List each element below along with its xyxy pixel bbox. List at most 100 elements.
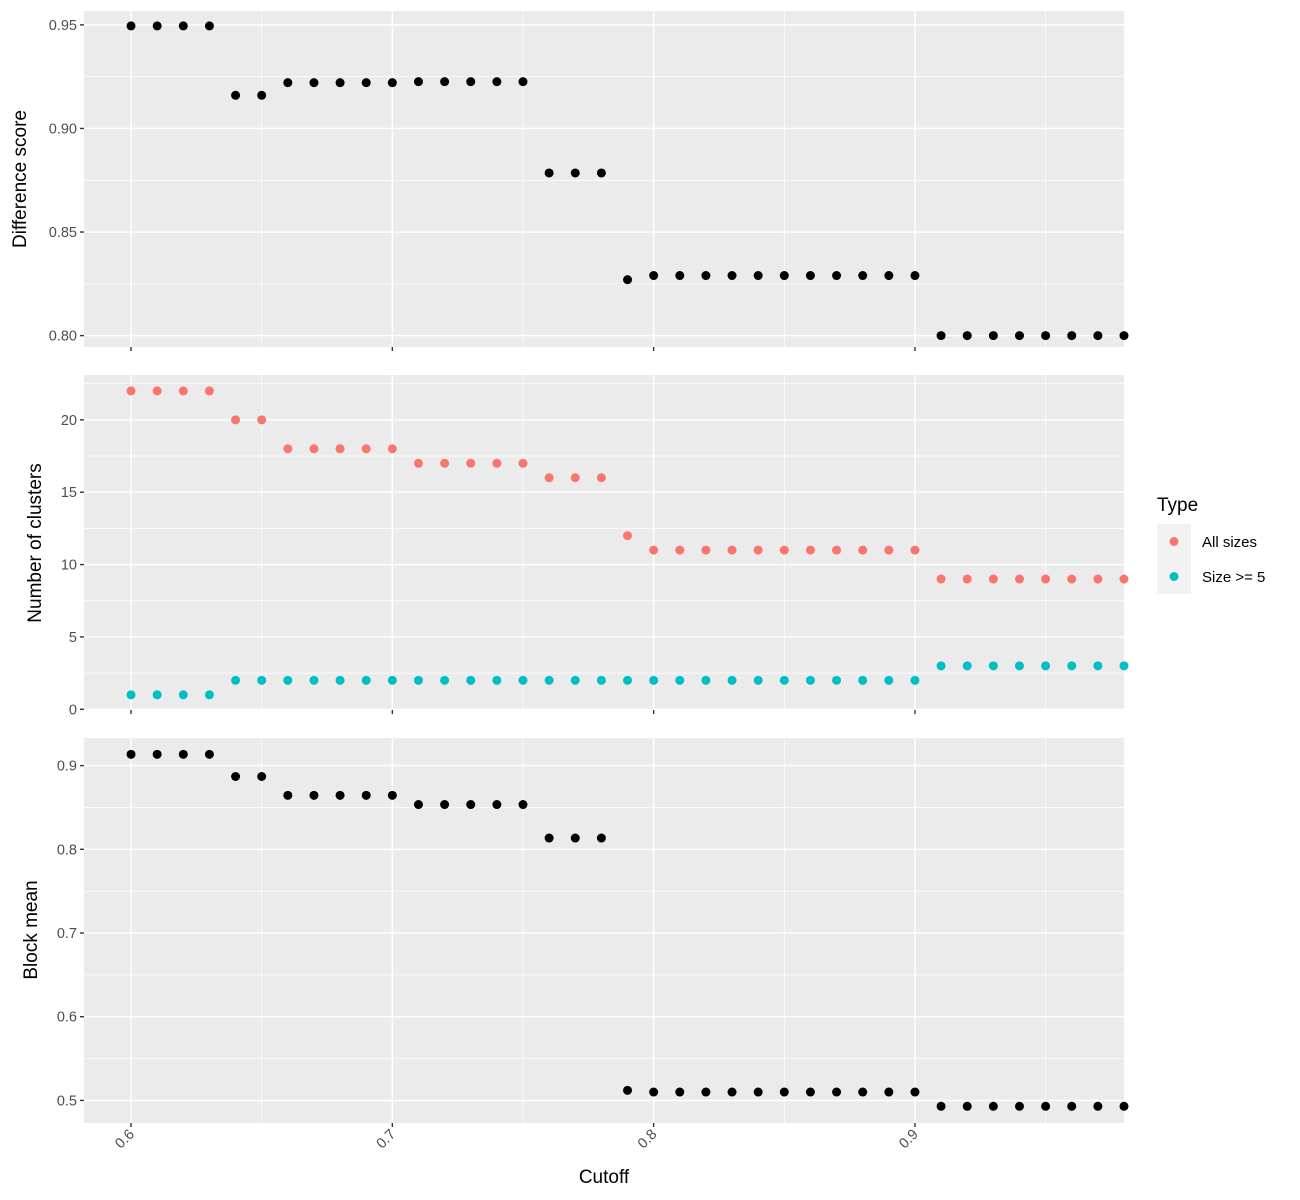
- y-axis-ticks: 0.80 0.85 0.90 0.95: [49, 18, 84, 345]
- data-point: [570, 473, 580, 483]
- data-point: [623, 275, 633, 285]
- data-point: [675, 545, 685, 555]
- data-point: [257, 415, 267, 425]
- data-point: [335, 78, 345, 88]
- data-point: [204, 386, 214, 396]
- data-point: [936, 331, 946, 341]
- y-axis-title: Block mean: [21, 880, 42, 979]
- data-point: [361, 444, 371, 454]
- data-point: [361, 790, 371, 800]
- data-point: [910, 271, 920, 281]
- data-point: [832, 545, 842, 555]
- data-point: [1119, 1101, 1129, 1111]
- data-point: [884, 271, 894, 281]
- data-point: [1014, 661, 1024, 671]
- data-point: [413, 675, 423, 685]
- legend-title: Type: [1157, 495, 1198, 516]
- data-point: [884, 675, 894, 685]
- data-point: [675, 1087, 685, 1097]
- data-point: [1014, 574, 1024, 584]
- data-point: [335, 675, 345, 685]
- data-point: [884, 1087, 894, 1097]
- data-point: [387, 78, 397, 88]
- data-point: [309, 675, 319, 685]
- data-point: [1041, 661, 1051, 671]
- data-point: [466, 800, 476, 810]
- data-point: [988, 574, 998, 584]
- data-point: [152, 21, 162, 31]
- data-point: [492, 675, 502, 685]
- data-point: [936, 661, 946, 671]
- data-point: [779, 271, 789, 281]
- data-point: [1119, 661, 1129, 671]
- data-point: [518, 800, 528, 810]
- data-point: [413, 77, 423, 87]
- data-point: [805, 1087, 815, 1097]
- data-point: [466, 458, 476, 468]
- data-point: [832, 271, 842, 281]
- data-point: [413, 800, 423, 810]
- y-tick-label: 5: [69, 630, 77, 646]
- data-point: [231, 90, 241, 100]
- data-point: [283, 790, 293, 800]
- y-axis-title: Number of clusters: [25, 463, 46, 622]
- data-point: [962, 331, 972, 341]
- data-point: [910, 675, 920, 685]
- data-point: [596, 675, 606, 685]
- y-tick-label: 0.95: [49, 18, 77, 34]
- y-tick-label: 0: [69, 702, 77, 718]
- data-point: [1014, 1101, 1024, 1111]
- data-point: [1041, 1101, 1051, 1111]
- data-point: [1014, 331, 1024, 341]
- data-point: [962, 1101, 972, 1111]
- data-point: [988, 1101, 998, 1111]
- legend: Type All sizes Size >= 5: [1157, 495, 1265, 594]
- data-point: [649, 1087, 659, 1097]
- y-tick-label: 10: [61, 558, 77, 574]
- data-point: [1067, 331, 1077, 341]
- x-axis-ticks: [130, 710, 916, 714]
- data-point: [884, 545, 894, 555]
- grid-lines: [84, 375, 1124, 710]
- data-point: [675, 271, 685, 281]
- data-point: [596, 473, 606, 483]
- data-point: [335, 444, 345, 454]
- y-axis-ticks: 0 5 10 15 20: [61, 413, 84, 718]
- panel-background: [84, 375, 1124, 710]
- data-point: [988, 661, 998, 671]
- data-point: [1041, 574, 1051, 584]
- data-point: [805, 545, 815, 555]
- data-point: [753, 545, 763, 555]
- data-point: [466, 77, 476, 87]
- data-point: [623, 1085, 633, 1095]
- data-point: [492, 77, 502, 87]
- data-point: [910, 545, 920, 555]
- data-point: [152, 386, 162, 396]
- data-point: [204, 21, 214, 31]
- panel-background: [84, 738, 1124, 1123]
- y-tick-label: 0.85: [49, 225, 77, 241]
- panel-difference-score: 0.80 0.85 0.90 0.95 Difference score: [10, 11, 1129, 351]
- data-point: [701, 1087, 711, 1097]
- x-tick-label: 0.7: [374, 1127, 400, 1153]
- data-point: [779, 545, 789, 555]
- data-point: [1119, 331, 1129, 341]
- y-tick-label: 0.9: [57, 759, 77, 775]
- data-point: [596, 833, 606, 843]
- data-point: [962, 574, 972, 584]
- data-point: [779, 1087, 789, 1097]
- grid-lines: [84, 738, 1124, 1123]
- data-point: [1067, 1101, 1077, 1111]
- data-point: [466, 675, 476, 685]
- data-point: [570, 168, 580, 178]
- panel-block-mean: 0.5 0.6 0.7 0.8 0.9 0.6 0.7 0.8 0.9 Block mean: [21, 738, 1129, 1152]
- data-point: [1093, 1101, 1103, 1111]
- data-point: [518, 77, 528, 87]
- data-point: [309, 790, 319, 800]
- data-point: [178, 690, 188, 700]
- data-point: [727, 271, 737, 281]
- data-point: [178, 21, 188, 31]
- x-tick-label: 0.9: [896, 1127, 922, 1153]
- data-point: [962, 661, 972, 671]
